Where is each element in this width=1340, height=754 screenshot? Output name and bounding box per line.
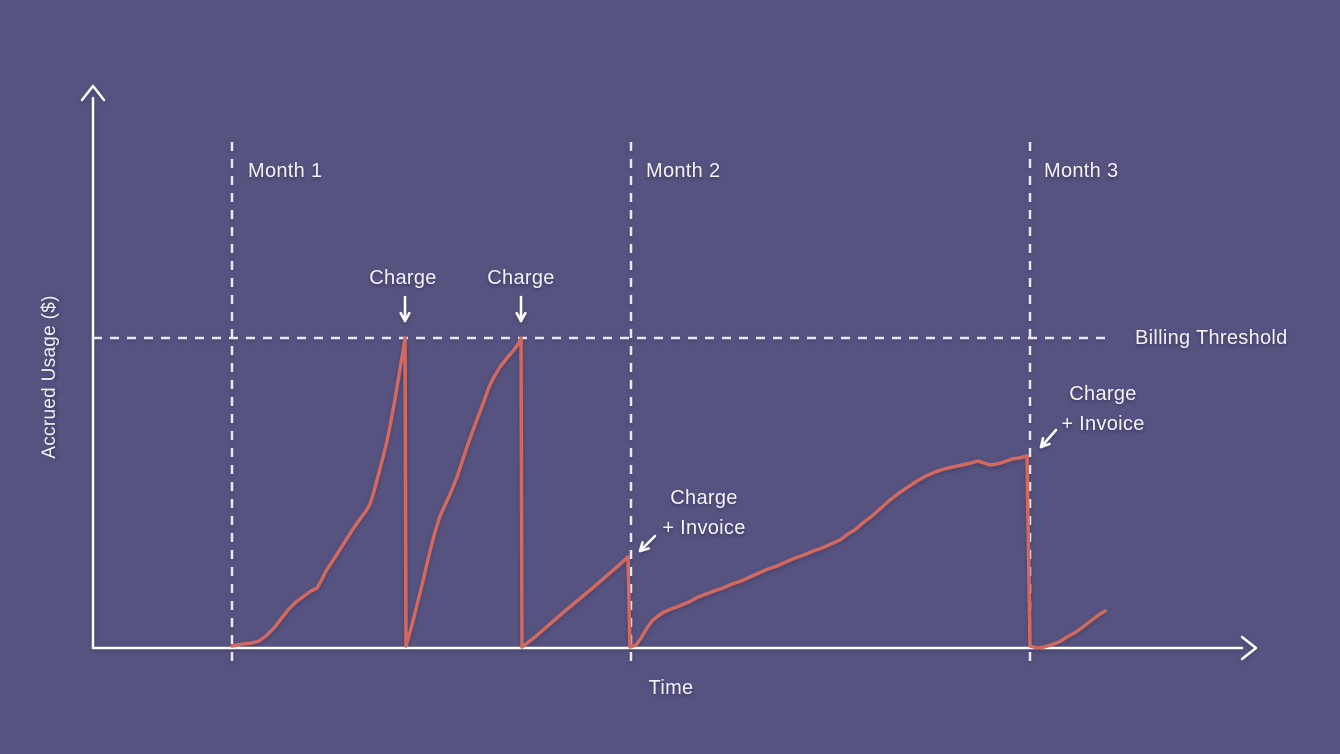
month-3-label: Month 3	[1044, 160, 1119, 182]
billing-threshold-label: Billing Threshold	[1135, 327, 1288, 349]
charge-invoice-line2: + Invoice	[1061, 413, 1145, 435]
charge-annotation-2: Charge	[487, 267, 555, 289]
charge-invoice-line1: Charge	[1069, 383, 1137, 405]
charge-invoice-arrow-month3-icon	[1039, 428, 1058, 449]
charge-invoice-line1: Charge	[670, 487, 738, 509]
month-2-label: Month 2	[646, 160, 721, 182]
x-axis-title: Time	[648, 677, 694, 699]
charge-invoice-line2: + Invoice	[662, 517, 746, 539]
annotation-arrows	[399, 295, 1058, 553]
charge-annotation-1: Charge	[369, 267, 437, 289]
y-axis-title: Accrued Usage ($)	[39, 295, 60, 459]
axes	[80, 84, 1258, 661]
accrued-usage-line	[230, 336, 1107, 650]
charge-invoice-arrow-month2-icon	[638, 534, 657, 553]
charge-invoice-annotation-month2: Charge + Invoice	[662, 483, 745, 543]
x-axis-arrowhead-icon	[1240, 635, 1258, 661]
charge-arrow-1-icon	[399, 295, 411, 323]
charge-invoice-annotation-month3: Charge + Invoice	[1061, 379, 1144, 439]
month-1-label: Month 1	[248, 160, 323, 182]
y-axis-arrowhead-icon	[80, 84, 106, 102]
charge-arrow-2-icon	[515, 295, 527, 323]
